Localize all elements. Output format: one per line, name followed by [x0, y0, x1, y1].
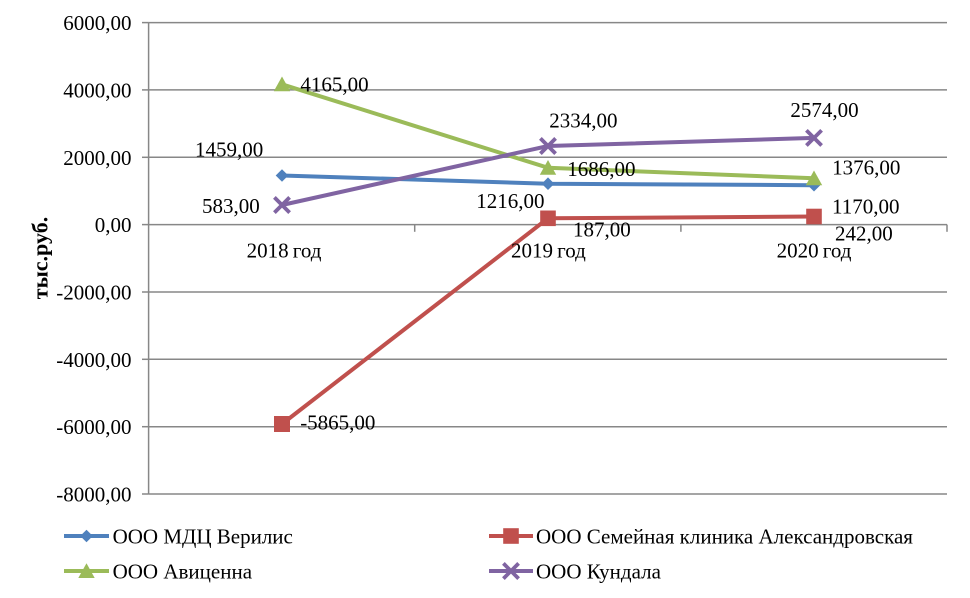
svg-text:1216,00: 1216,00	[476, 189, 544, 213]
svg-text:ООО Авиценна: ООО Авиценна	[113, 559, 253, 583]
svg-text:ООО МДЦ Верилис: ООО МДЦ Верилис	[113, 524, 293, 548]
svg-text:242,00: 242,00	[835, 222, 893, 246]
svg-text:187,00: 187,00	[573, 218, 631, 242]
svg-text:4000,00: 4000,00	[63, 78, 131, 102]
svg-text:1170,00: 1170,00	[832, 195, 899, 219]
svg-text:1376,00: 1376,00	[832, 155, 900, 179]
svg-text:тыс.руб.: тыс.руб.	[28, 217, 53, 299]
svg-text:-2000,00: -2000,00	[56, 281, 131, 305]
svg-text:1459,00: 1459,00	[195, 138, 263, 162]
svg-text:2019 год: 2019 год	[511, 239, 586, 263]
svg-text:-8000,00: -8000,00	[56, 483, 131, 507]
svg-text:-4000,00: -4000,00	[56, 348, 131, 372]
svg-text:4165,00: 4165,00	[300, 72, 368, 96]
svg-text:1686,00: 1686,00	[567, 157, 635, 181]
svg-text:2000,00: 2000,00	[63, 146, 131, 170]
svg-text:ООО Кундала: ООО Кундала	[536, 559, 662, 583]
svg-text:583,00: 583,00	[202, 194, 260, 218]
svg-text:2334,00: 2334,00	[549, 109, 617, 133]
svg-text:6000,00: 6000,00	[63, 11, 131, 35]
svg-text:-5865,00: -5865,00	[300, 411, 375, 435]
svg-text:ООО Семейная клиника Александр: ООО Семейная клиника Александровская	[536, 524, 913, 548]
svg-text:-6000,00: -6000,00	[56, 415, 131, 439]
svg-text:2018 год: 2018 год	[247, 239, 322, 263]
svg-text:2020 год: 2020 год	[777, 239, 852, 263]
svg-text:0,00: 0,00	[95, 213, 132, 237]
svg-text:2574,00: 2574,00	[790, 98, 858, 122]
